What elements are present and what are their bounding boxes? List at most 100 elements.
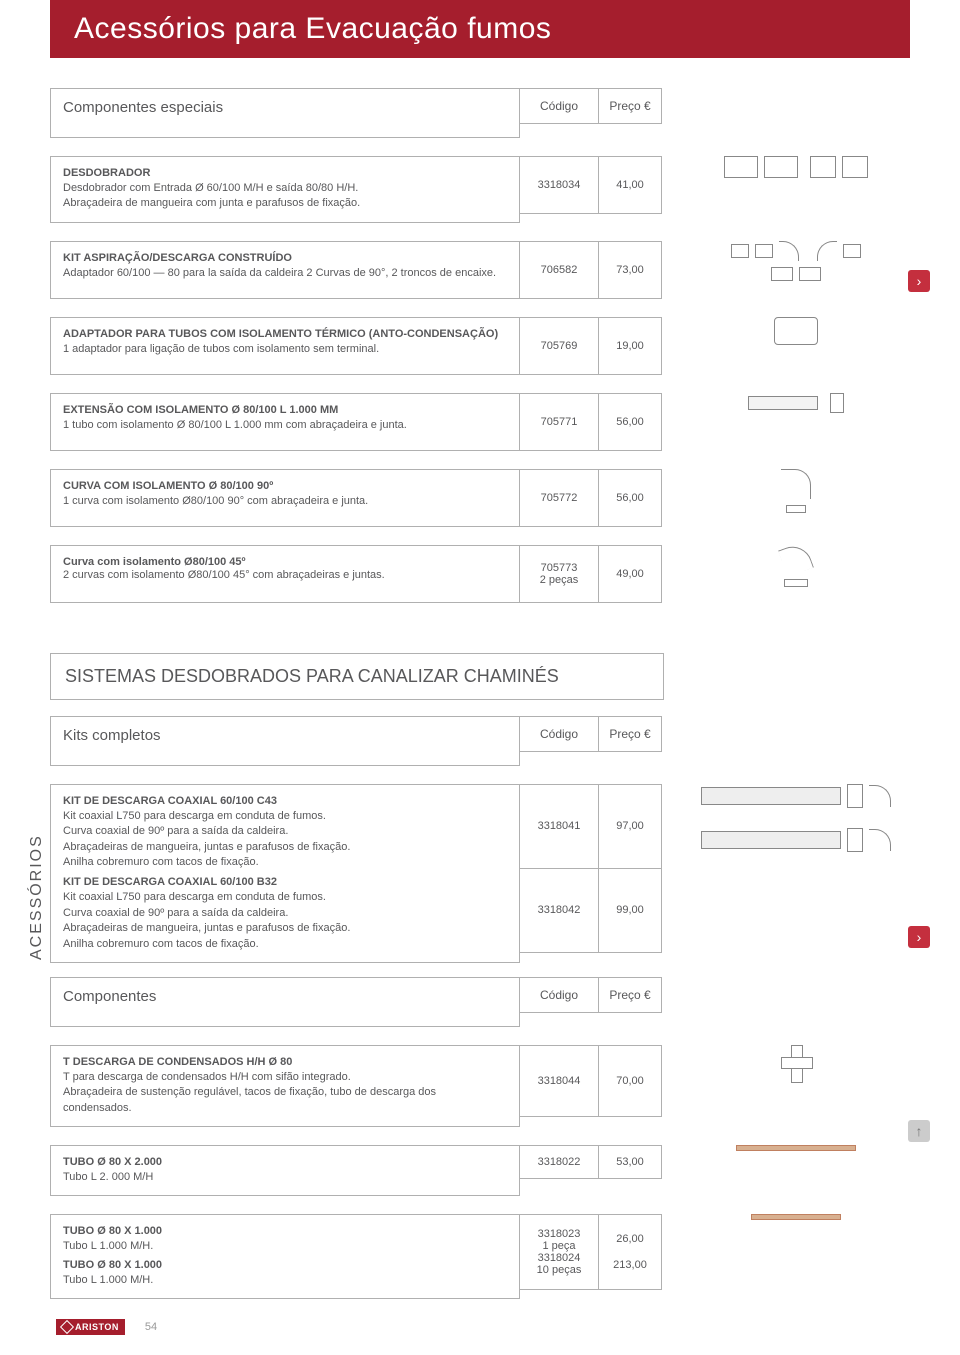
item-desc: 1 curva com isolamento Ø80/100 90° com a… [63, 494, 507, 509]
item-code-qty: 10 peças [537, 1264, 582, 1276]
table-header: Componentes Código Preço € [50, 977, 910, 1027]
header-price: Preço € [598, 977, 662, 1013]
item-desc-cell: ADAPTADOR PARA TUBOS COM ISOLAMENTO TÉRM… [50, 317, 520, 375]
brand-logo: ARISTON [56, 1319, 125, 1335]
item-code: 3318044 [519, 1045, 599, 1117]
item-desc: 1 adaptador para ligação de tubos com is… [63, 342, 507, 357]
item-price-value: 26,00 [616, 1233, 644, 1245]
item-title: KIT DE DESCARGA COAXIAL 60/100 C43 [63, 795, 507, 807]
item-price: 56,00 [598, 469, 662, 527]
item-title: TUBO Ø 80 X 1.000 [63, 1259, 507, 1271]
item-desc-cell: Curva com isolamento Ø80/100 45º 2 curva… [50, 545, 520, 603]
item-code: 705772 [519, 469, 599, 527]
item-title: T DESCARGA DE CONDENSADOS H/H Ø 80 [63, 1056, 507, 1068]
nav-arrow-icon: › [908, 270, 930, 292]
table-row: Curva com isolamento Ø80/100 45º 2 curva… [50, 545, 910, 603]
schematic-icon [662, 1214, 910, 1220]
page-number: 54 [145, 1321, 157, 1333]
table-row: KIT DE DESCARGA COAXIAL 60/100 C43 Kit c… [50, 784, 910, 963]
item-price: 26,00 213,00 [598, 1214, 662, 1290]
footer: ARISTON 54 [50, 1319, 910, 1335]
item-desc: Desdobrador com Entrada Ø 60/100 M/H e s… [63, 181, 507, 212]
item-desc: Tubo L 1.000 M/H. [63, 1239, 507, 1254]
item-title: TUBO Ø 80 X 1.000 [63, 1225, 507, 1237]
schematic-icon [662, 1145, 910, 1151]
item-price: 41,00 [598, 156, 662, 214]
table-row: CURVA COM ISOLAMENTO Ø 80/100 90º 1 curv… [50, 469, 910, 527]
item-desc-cell: TUBO Ø 80 X 1.000 Tubo L 1.000 M/H. TUBO… [50, 1214, 520, 1299]
item-code: 3318034 [519, 156, 599, 214]
table-row: DESDOBRADOR Desdobrador com Entrada Ø 60… [50, 156, 910, 223]
item-code: 3318041 [519, 784, 599, 869]
item-title: KIT DE DESCARGA COAXIAL 60/100 B32 [63, 876, 507, 888]
logo-icon [60, 1320, 74, 1334]
item-code: 705769 [519, 317, 599, 375]
item-title: TUBO Ø 80 X 2.000 [63, 1156, 507, 1168]
header-price: Preço € [598, 88, 662, 124]
item-desc: 1 tubo com isolamento Ø 80/100 L 1.000 m… [63, 418, 507, 433]
table-row: KIT ASPIRAÇÃO/DESCARGA CONSTRUÍDO Adapta… [50, 241, 910, 299]
schematic-icon [662, 784, 910, 852]
schematic-icon [662, 393, 910, 413]
header-code: Código [519, 977, 599, 1013]
item-code: 705773 2 peças [519, 545, 599, 603]
item-code: 706582 [519, 241, 599, 299]
item-desc: T para descarga de condensados H/H com s… [63, 1070, 507, 1116]
table-row: T DESCARGA DE CONDENSADOS H/H Ø 80 T par… [50, 1045, 910, 1127]
item-desc: Adaptador 60/100 — 80 para la saída da c… [63, 266, 507, 281]
header-code: Código [519, 716, 599, 752]
item-code-value: 705773 [541, 562, 578, 574]
item-price: 19,00 [598, 317, 662, 375]
item-desc: Tubo L 2. 000 M/H [63, 1170, 507, 1185]
logo-text: ARISTON [75, 1322, 119, 1332]
nav-arrow-up-icon: ↑ [908, 1120, 930, 1142]
item-title: DESDOBRADOR [63, 167, 507, 179]
item-desc-cell: T DESCARGA DE CONDENSADOS H/H Ø 80 T par… [50, 1045, 520, 1127]
item-desc-cell: CURVA COM ISOLAMENTO Ø 80/100 90º 1 curv… [50, 469, 520, 527]
item-price: 49,00 [598, 545, 662, 603]
item-price: 73,00 [598, 241, 662, 299]
item-desc-cell: EXTENSÃO COM ISOLAMENTO Ø 80/100 L 1.000… [50, 393, 520, 451]
item-desc: Tubo L 1.000 M/H. [63, 1273, 507, 1288]
item-desc-cell: KIT DE DESCARGA COAXIAL 60/100 C43 Kit c… [50, 784, 520, 963]
item-title: CURVA COM ISOLAMENTO Ø 80/100 90º [63, 480, 507, 492]
page-title-banner: Acessórios para Evacuação fumos [50, 0, 910, 58]
side-tab: ACESSÓRIOS [0, 700, 40, 900]
item-price: 56,00 [598, 393, 662, 451]
item-code-qty: 2 peças [540, 574, 579, 586]
item-title: KIT ASPIRAÇÃO/DESCARGA CONSTRUÍDO [63, 252, 507, 264]
header-desc: Componentes [50, 977, 520, 1027]
item-code: 705771 [519, 393, 599, 451]
schematic-icon [662, 469, 910, 513]
schematic-icon [662, 156, 910, 178]
nav-arrow-icon: › [908, 926, 930, 948]
side-tab-label: ACESSÓRIOS [28, 834, 46, 960]
item-desc-cell: DESDOBRADOR Desdobrador com Entrada Ø 60… [50, 156, 520, 223]
table-header: Componentes especiais Código Preço € [50, 88, 910, 138]
schematic-icon [662, 1045, 910, 1081]
item-desc: 2 curvas com isolamento Ø80/100 45° com … [63, 568, 507, 583]
item-price: 53,00 [598, 1145, 662, 1179]
table-row: TUBO Ø 80 X 2.000 Tubo L 2. 000 M/H 3318… [50, 1145, 910, 1196]
item-price: 97,00 [598, 784, 662, 869]
table-row: EXTENSÃO COM ISOLAMENTO Ø 80/100 L 1.000… [50, 393, 910, 451]
table-row: TUBO Ø 80 X 1.000 Tubo L 1.000 M/H. TUBO… [50, 1214, 910, 1299]
item-title: ADAPTADOR PARA TUBOS COM ISOLAMENTO TÉRM… [63, 328, 507, 340]
item-desc-cell: KIT ASPIRAÇÃO/DESCARGA CONSTRUÍDO Adapta… [50, 241, 520, 299]
table-row: ADAPTADOR PARA TUBOS COM ISOLAMENTO TÉRM… [50, 317, 910, 375]
item-code: 3318042 [519, 868, 599, 953]
item-code: 3318023 1 peça 3318024 10 peças [519, 1214, 599, 1290]
schematic-icon [662, 545, 910, 587]
item-code-qty: 1 peça [542, 1240, 575, 1252]
header-desc: Componentes especiais [50, 88, 520, 138]
table-header: Kits completos Código Preço € [50, 716, 910, 766]
schematic-icon [662, 317, 910, 345]
item-desc-cell: TUBO Ø 80 X 2.000 Tubo L 2. 000 M/H [50, 1145, 520, 1196]
item-title: Curva com isolamento Ø80/100 45º [63, 556, 507, 568]
item-code: 3318022 [519, 1145, 599, 1179]
item-code-value: 3318023 [538, 1228, 581, 1240]
item-price: 70,00 [598, 1045, 662, 1117]
item-desc: Kit coaxial L750 para descarga em condut… [63, 809, 507, 871]
header-price: Preço € [598, 716, 662, 752]
schematic-icon [662, 241, 910, 281]
